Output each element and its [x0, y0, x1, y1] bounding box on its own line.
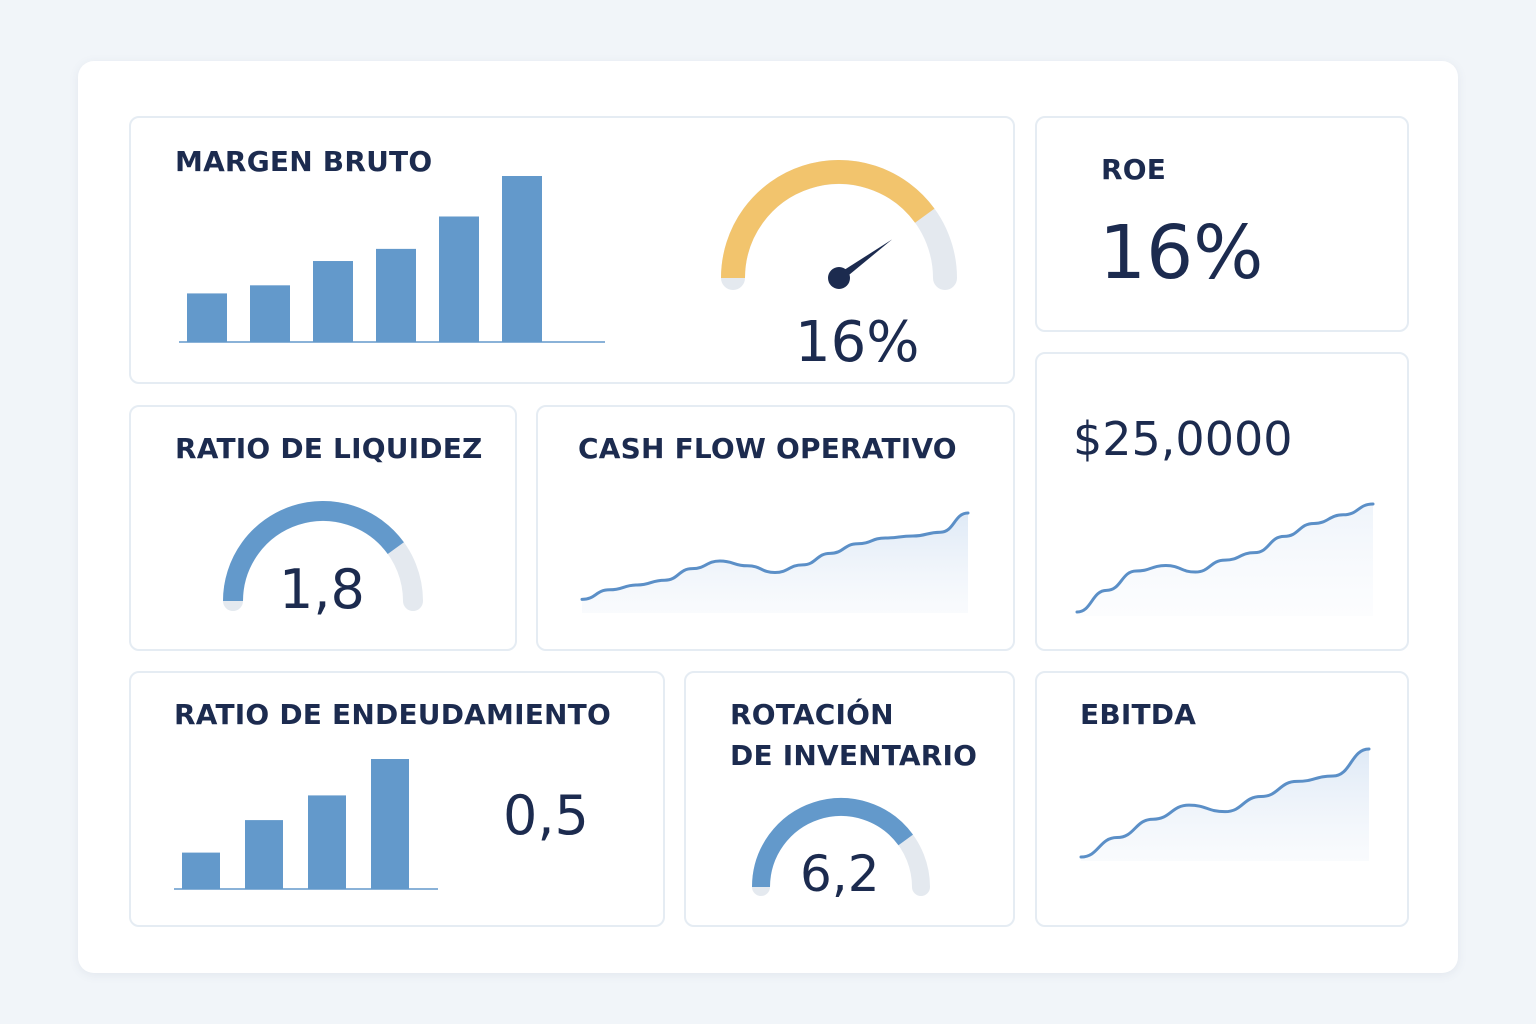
- rotacion-inventario-gauge: [752, 798, 930, 896]
- roe-title: ROE: [1101, 153, 1167, 186]
- margen-bruto-bar-3: [313, 261, 353, 342]
- ratio-endeudamiento-bar-3: [308, 795, 346, 889]
- ratio-endeudamiento-value: 0,5: [503, 784, 589, 847]
- ratio-liquidez-card[interactable]: RATIO DE LIQUIDEZ 1,8: [129, 405, 517, 651]
- margen-bruto-gauge-needle-hub: [828, 267, 850, 289]
- cash-amount-card[interactable]: $25,0000: [1035, 352, 1409, 651]
- margen-bruto-title: MARGEN BRUTO: [175, 145, 433, 178]
- roe-card[interactable]: ROE 16%: [1035, 116, 1409, 332]
- ratio-endeudamiento-bar-2: [245, 820, 283, 889]
- cash-amount-line: [1075, 502, 1375, 614]
- rotacion-inventario-title-line2: DE INVENTARIO: [730, 739, 978, 772]
- margen-bruto-value: 16%: [795, 310, 920, 375]
- cash-amount-value: $25,0000: [1073, 412, 1293, 466]
- ratio-endeudamiento-title: RATIO DE ENDEUDAMIENTO: [174, 698, 611, 731]
- margen-bruto-bar-4: [376, 248, 416, 342]
- margen-bruto-gauge: [721, 160, 957, 290]
- margen-bruto-card[interactable]: MARGEN BRUTO 16%: [129, 116, 1015, 384]
- margen-bruto-bar-6: [502, 176, 542, 342]
- ebitda-line-chart: [1079, 747, 1371, 861]
- dashboard-panel: MARGEN BRUTO 16% ROE 16% RATIO DE LIQUID…: [78, 61, 1458, 973]
- rotacion-inventario-gauge-fill: [752, 798, 913, 888]
- margen-bruto-bar-2: [250, 285, 290, 342]
- ratio-liquidez-value: 1,8: [279, 558, 365, 621]
- cash-flow-line-chart: [580, 511, 970, 613]
- cash-flow-card[interactable]: CASH FLOW OPERATIVO: [536, 405, 1015, 651]
- rotacion-inventario-card[interactable]: ROTACIÓN DE INVENTARIO 6,2: [684, 671, 1015, 927]
- ratio-endeudamiento-bar-chart: [174, 759, 438, 890]
- ratio-liquidez-gauge: [223, 501, 423, 611]
- roe-value: 16%: [1099, 210, 1264, 296]
- cash-flow-area: [582, 513, 968, 613]
- ratio-endeudamiento-bar-1: [182, 852, 220, 889]
- cash-flow-line: [580, 511, 970, 601]
- margen-bruto-bar-1: [187, 293, 227, 342]
- cash-flow-title: CASH FLOW OPERATIVO: [578, 432, 957, 465]
- ebitda-title: EBITDA: [1080, 698, 1197, 731]
- ratio-endeudamiento-bar-4: [371, 759, 409, 889]
- margen-bruto-gauge-needle: [836, 239, 893, 282]
- rotacion-inventario-value: 6,2: [800, 845, 880, 903]
- cash-amount-area: [1077, 504, 1373, 616]
- ratio-liquidez-title: RATIO DE LIQUIDEZ: [175, 432, 483, 465]
- margen-bruto-bar-5: [439, 216, 479, 342]
- ratio-endeudamiento-card[interactable]: RATIO DE ENDEUDAMIENTO 0,5: [129, 671, 665, 927]
- ebitda-line: [1079, 747, 1371, 859]
- ebitda-card[interactable]: EBITDA: [1035, 671, 1409, 927]
- ratio-liquidez-gauge-fill: [223, 501, 404, 602]
- cash-amount-line-chart: [1075, 502, 1375, 616]
- margen-bruto-bar-chart: [179, 176, 605, 343]
- margen-bruto-gauge-fill: [721, 160, 935, 279]
- rotacion-inventario-title-line1: ROTACIÓN: [730, 698, 894, 731]
- ebitda-area: [1081, 749, 1369, 861]
